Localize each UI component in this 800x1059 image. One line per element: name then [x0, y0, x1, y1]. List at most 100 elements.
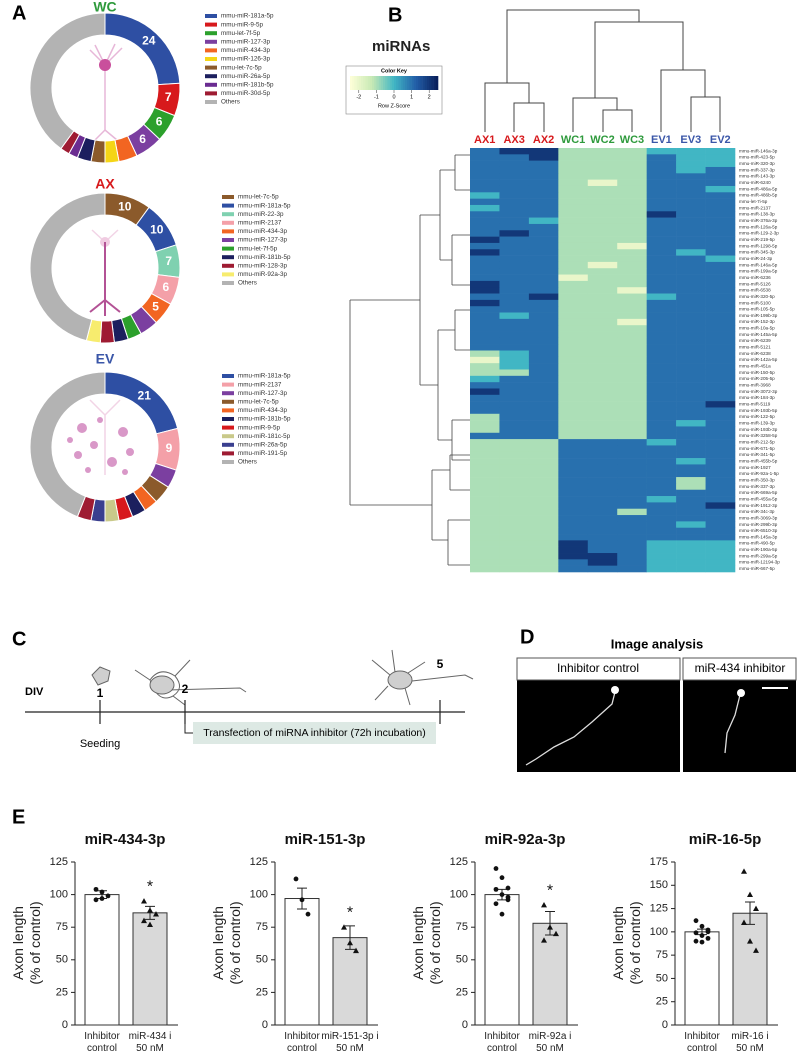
heatmap-cell: [587, 451, 618, 459]
y-axis-label: Axon length (% of control): [410, 901, 443, 985]
heatmap-cell: [676, 502, 706, 510]
column-label: EV1: [651, 134, 672, 146]
donut-title: AX: [95, 176, 115, 192]
heatmap-cell: [558, 249, 589, 256]
heatmap-cell: [705, 198, 736, 206]
heatmap-cell: [705, 160, 736, 168]
heatmap-cell: [558, 540, 589, 547]
heatmap-cell: [587, 217, 618, 225]
heatmap-cell: [558, 204, 589, 212]
heatmap-cell: [499, 527, 530, 535]
legend-swatch: [222, 203, 234, 208]
y-tick-label: 25: [656, 996, 668, 1008]
legend-label: Others: [221, 99, 240, 106]
color-key-step: [422, 76, 426, 90]
heatmap-cell: [676, 287, 706, 294]
heatmap-cell: [470, 445, 500, 453]
row-label: mmu-miR-671-5p: [739, 446, 775, 451]
heatmap-cell: [646, 344, 677, 351]
legend-label: mmu-miR-9-5p: [221, 21, 263, 28]
heatmap-cell: [705, 375, 736, 383]
color-key-tick-label: 1: [410, 94, 413, 100]
heatmap-cell: [587, 508, 618, 516]
heatmap-cell: [676, 160, 706, 168]
heatmap-cell: [470, 464, 500, 472]
color-key-tick-label: 0: [392, 94, 395, 100]
data-point: [153, 911, 159, 917]
color-key-step: [411, 76, 415, 90]
column-label: AX1: [474, 134, 495, 146]
heatmap-cell: [470, 173, 500, 180]
row-label: mmu-miR-350-3p: [739, 477, 775, 482]
column-label: WC1: [561, 134, 585, 146]
heatmap-cell: [646, 350, 677, 358]
x-tick-label: Inhibitor control: [84, 1031, 120, 1054]
heatmap-cell: [470, 198, 500, 206]
micrograph: [516, 657, 797, 772]
heatmap-cell: [646, 439, 677, 446]
heatmap-cell: [587, 401, 618, 408]
heatmap-cell: [617, 369, 647, 377]
heatmap-cell: [676, 458, 706, 465]
heatmap-cell: [705, 401, 736, 408]
x-tick-label: miR-151-3p i 50 nM: [321, 1031, 379, 1054]
heatmap-cell: [705, 255, 736, 263]
heatmap-cell: [646, 477, 677, 484]
color-key-step: [407, 76, 410, 90]
legend-swatch: [222, 451, 234, 456]
y-tick-label: 0: [662, 1019, 668, 1031]
heatmap-cell: [646, 192, 677, 199]
heatmap-cell: [470, 337, 500, 345]
heatmap-cell: [558, 464, 589, 472]
y-tick-label: 25: [256, 986, 268, 998]
row-label: mmu-miR-341-5p: [739, 452, 775, 457]
legend-swatch: [222, 220, 234, 225]
row-label: mmu-miR-92a-1-5p: [739, 471, 779, 476]
heatmap-cell: [705, 192, 736, 199]
treatment-bracket: [184, 712, 193, 734]
heatmap-cell: [705, 559, 736, 566]
heatmap-cell: [470, 401, 500, 408]
heatmap-cell: [499, 236, 530, 244]
heatmap-cell: [587, 553, 618, 560]
bar: [684, 931, 720, 1026]
y-axis-label: Axon length (% of control): [610, 901, 643, 985]
heatmap-cell: [499, 223, 530, 231]
legend-label: mmu-miR-181b-5p: [238, 416, 291, 423]
heatmap-cell: [587, 534, 618, 541]
data-point: [699, 939, 705, 945]
heatmap-cell: [558, 318, 589, 326]
heatmap-cell: [470, 255, 500, 263]
heatmap-cell: [499, 546, 530, 554]
chart-title: miR-92a-3p: [485, 831, 566, 848]
heatmap-cell: [705, 337, 736, 345]
heatmap-cell: [558, 325, 589, 332]
row-dendrogram: [349, 154, 470, 566]
heatmap-cell: [470, 388, 500, 396]
heatmap-cell: [528, 540, 559, 547]
heatmap-cell: [676, 363, 706, 370]
data-point: [499, 892, 505, 897]
legend-label: mmu-miR-181a-5p: [221, 13, 274, 20]
heatmap-cell: [617, 185, 647, 193]
image-panel-title: Image analysis: [611, 636, 704, 651]
heatmap-cell: [499, 508, 530, 516]
panel-label: B: [388, 4, 402, 26]
data-point: [741, 919, 747, 925]
heatmap-cell: [470, 242, 500, 250]
legend-swatch: [222, 272, 234, 277]
heatmap-cell: [676, 154, 706, 161]
heatmap-cell: [499, 344, 530, 351]
legend-swatch: [222, 246, 234, 251]
heatmap-cell: [470, 312, 500, 320]
heatmap-cell: [705, 299, 736, 307]
data-point: [493, 866, 499, 871]
heatmap-cell: [705, 489, 736, 497]
heatmap-cell: [705, 312, 736, 320]
heatmap-cell: [558, 148, 589, 155]
donut-segment: [104, 12, 181, 86]
heatmap-cell: [558, 470, 589, 478]
heatmap-cell: [470, 331, 500, 339]
heatmap-cell: [587, 255, 618, 263]
